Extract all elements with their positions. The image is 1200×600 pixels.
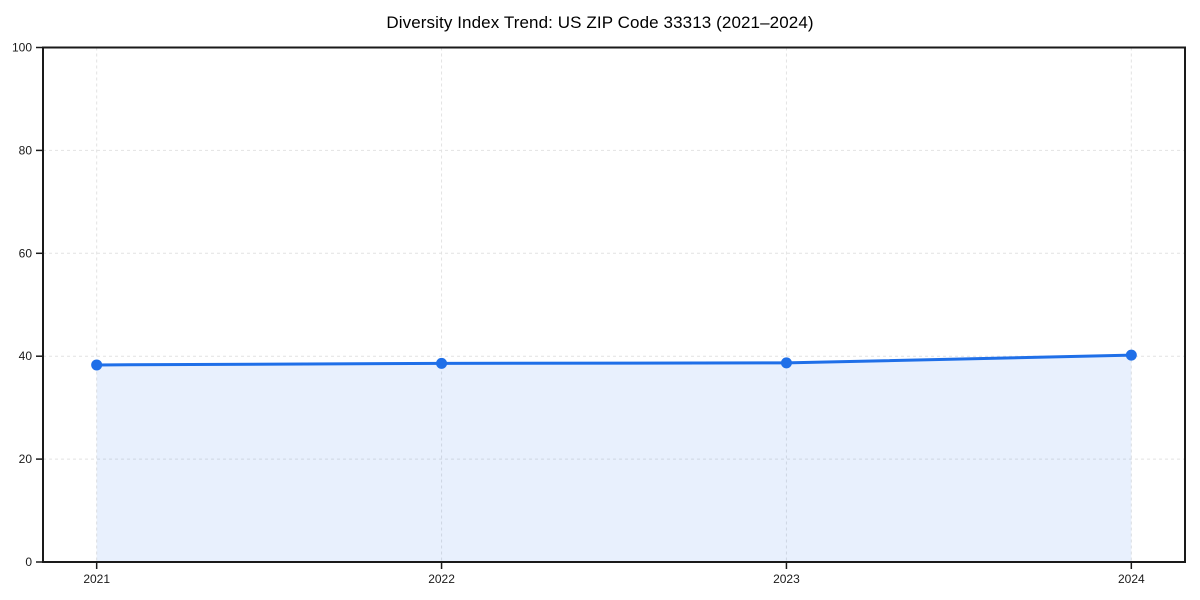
axis-ticks	[36, 46, 1133, 569]
chart-title: Diversity Index Trend: US ZIP Code 33313…	[386, 13, 814, 32]
x-tick-label: 2021	[83, 572, 110, 586]
data-point	[1125, 349, 1137, 361]
data-points	[91, 349, 1137, 371]
y-tick-label: 60	[19, 246, 33, 260]
trend-line	[95, 353, 1133, 367]
data-point	[436, 357, 448, 369]
plot-border	[42, 46, 1186, 563]
area-fill	[96, 355, 1132, 562]
y-tick-label: 20	[19, 452, 33, 466]
y-tick-label: 100	[12, 41, 32, 55]
y-tick-label: 0	[25, 555, 32, 569]
data-point	[91, 359, 103, 371]
x-tick-label: 2023	[773, 572, 800, 586]
x-tick-label: 2024	[1118, 572, 1145, 586]
axis-tick-labels: 0 20 40 60 80 100 2021 2022 2023 2024	[12, 41, 1145, 587]
data-point	[780, 357, 792, 369]
x-tick-label: 2022	[428, 572, 455, 586]
y-tick-label: 40	[19, 349, 33, 363]
y-tick-label: 80	[19, 143, 33, 157]
